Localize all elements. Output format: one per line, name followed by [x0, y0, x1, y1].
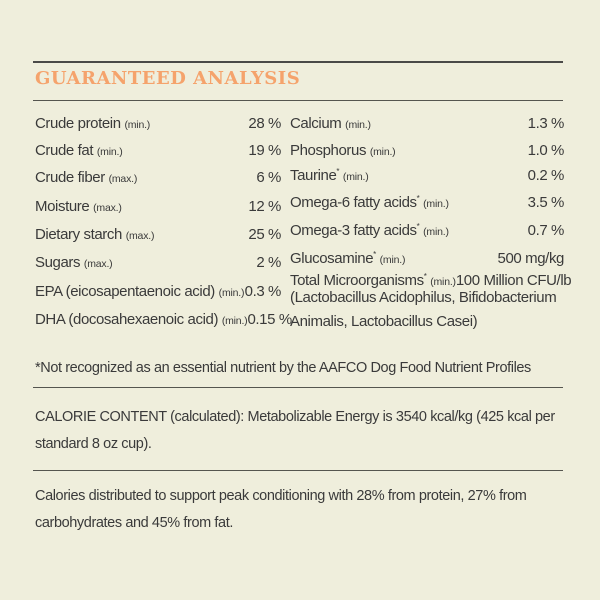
- nutrient-row: Glucosamine* (min.) 500 mg/kg: [290, 250, 564, 267]
- nutrient-label: Moisture (max.): [35, 198, 122, 215]
- nutrient-value: 6 %: [256, 169, 281, 186]
- nutrient-name: Crude fat: [35, 142, 94, 159]
- nutrient-value: 500 mg/kg: [497, 250, 565, 267]
- nutrient-row: Omega-3 fatty acids* (min.) 0.7 %: [290, 222, 564, 239]
- nutrient-label: EPA (eicosapentaenoic acid) (min.): [35, 283, 244, 300]
- nutrient-value: 3.5 %: [527, 194, 565, 211]
- calorie-divider: [33, 470, 563, 471]
- nutrient-row: EPA (eicosapentaenoic acid) (min.) 0.3 %: [35, 283, 281, 300]
- footnote-marker: *: [423, 272, 427, 281]
- nutrient-qualifier: (max.): [83, 258, 113, 270]
- nutrient-name: Calcium: [290, 115, 342, 132]
- nutrient-name: Phosphorus: [290, 142, 367, 159]
- nutrient-qualifier: (min.): [423, 226, 449, 238]
- nutrient-label: Dietary starch (max.): [35, 226, 154, 243]
- nutrient-row: Crude protein (min.) 28 %: [35, 115, 281, 132]
- nutrient-label: Taurine* (min.): [290, 167, 369, 184]
- nutrient-label: Calcium (min.): [290, 115, 371, 132]
- nutrient-row: Sugars (max.) 2 %: [35, 254, 281, 271]
- nutrient-qualifier: (min.): [221, 315, 248, 327]
- nutrient-label: Sugars (max.): [35, 254, 113, 271]
- nutrient-name: Moisture: [35, 198, 90, 215]
- section-title: GUARANTEED ANALYSIS: [35, 68, 301, 89]
- microorganisms-line-3: Animalis, Lactobacillus Casei): [290, 313, 564, 330]
- nutrient-row: Moisture (max.) 12 %: [35, 198, 281, 215]
- nutrient-qualifier: (min.): [430, 276, 456, 288]
- nutrient-label: Glucosamine* (min.): [290, 250, 405, 267]
- calorie-content: CALORIE CONTENT (calculated): Metaboliza…: [35, 409, 555, 452]
- nutrient-row: Dietary starch (max.) 25 %: [35, 226, 281, 243]
- nutrient-name: Omega-3 fatty acids: [290, 222, 417, 239]
- nutrient-qualifier: (min.): [342, 171, 369, 183]
- nutrient-value: 12 %: [248, 198, 281, 215]
- nutrient-label: Omega-6 fatty acids* (min.): [290, 194, 449, 211]
- footnote-divider: [33, 387, 563, 388]
- microorganisms-species: (Lactobacillus Acidophilus, Bifidobacter…: [290, 289, 557, 306]
- nutrient-name: EPA (eicosapentaenoic acid): [35, 283, 215, 300]
- nutrient-row: DHA (docosahexaenoic acid) (min.) 0.15 %: [35, 311, 292, 328]
- nutrient-row: Crude fat (min.) 19 %: [35, 142, 281, 159]
- nutrient-value: 2 %: [256, 254, 281, 271]
- nutrient-row: Crude fiber (max.) 6 %: [35, 169, 281, 186]
- nutrient-value: 1.3 %: [527, 115, 565, 132]
- nutrient-name: Crude protein: [35, 115, 121, 132]
- nutrient-name: Taurine: [290, 167, 337, 184]
- nutrient-name: Crude fiber: [35, 169, 105, 186]
- nutrient-row: Phosphorus (min.) 1.0 %: [290, 142, 564, 159]
- nutrient-name: Total Microorganisms: [290, 272, 424, 289]
- nutrient-row: Calcium (min.) 1.3 %: [290, 115, 564, 132]
- nutrient-value: 100 Million CFU/lb: [455, 272, 572, 289]
- nutrient-label: Total Microorganisms* (min.): [290, 272, 456, 289]
- nutrient-value: 1.0 %: [527, 142, 565, 159]
- nutrient-name: Omega-6 fatty acids: [290, 194, 417, 211]
- nutrient-value: 0.2 %: [527, 167, 565, 184]
- nutrient-label: Crude fiber (max.): [35, 169, 137, 186]
- nutrient-value: 25 %: [248, 226, 281, 243]
- nutrient-qualifier: (min.): [218, 287, 245, 299]
- nutrient-qualifier: (max.): [125, 230, 155, 242]
- footnote-marker: *: [416, 222, 420, 231]
- nutrient-name: Dietary starch: [35, 226, 122, 243]
- microorganisms-line-2: (Lactobacillus Acidophilus, Bifidobacter…: [290, 289, 564, 306]
- nutrient-label: Phosphorus (min.): [290, 142, 396, 159]
- title-divider: [33, 100, 563, 101]
- nutrient-value: 0.15 %: [247, 311, 292, 328]
- nutrient-label: Omega-3 fatty acids* (min.): [290, 222, 449, 239]
- nutrient-qualifier: (min.): [423, 198, 449, 210]
- microorganisms-species-cont: Animalis, Lactobacillus Casei): [290, 313, 478, 330]
- nutrient-value: 0.3 %: [244, 283, 282, 300]
- nutrient-name: Sugars: [35, 254, 81, 271]
- calories-distribution: Calories distributed to support peak con…: [35, 488, 527, 531]
- footnote-marker: *: [416, 194, 420, 203]
- nutrient-row: Total Microorganisms* (min.) 100 Million …: [290, 272, 572, 289]
- nutrient-value: 19 %: [248, 142, 281, 159]
- nutrient-qualifier: (min.): [345, 119, 371, 131]
- footnote-marker: *: [373, 250, 376, 259]
- nutrient-qualifier: (min.): [369, 146, 396, 158]
- nutrient-qualifier: (min.): [124, 119, 151, 131]
- nutrient-qualifier: (min.): [96, 146, 123, 158]
- top-divider: [33, 61, 563, 63]
- nutrient-label: Crude protein (min.): [35, 115, 150, 132]
- nutrient-value: 28 %: [248, 115, 281, 132]
- footnote-marker: *: [336, 167, 340, 176]
- nutrient-name: Glucosamine: [290, 250, 374, 267]
- nutrient-qualifier: (max.): [93, 202, 122, 214]
- nutrient-qualifier: (max.): [108, 173, 138, 185]
- nutrient-label: DHA (docosahexaenoic acid) (min.): [35, 311, 248, 328]
- nutrient-value: 0.7 %: [527, 222, 565, 239]
- nutrient-row: Omega-6 fatty acids* (min.) 3.5 %: [290, 194, 564, 211]
- footnote: *Not recognized as an essential nutrient…: [35, 360, 531, 376]
- nutrient-label: Crude fat (min.): [35, 142, 123, 159]
- nutrient-row: Taurine* (min.) 0.2 %: [290, 167, 564, 184]
- nutrient-qualifier: (min.): [379, 254, 406, 266]
- nutrient-name: DHA (docosahexaenoic acid): [35, 311, 219, 328]
